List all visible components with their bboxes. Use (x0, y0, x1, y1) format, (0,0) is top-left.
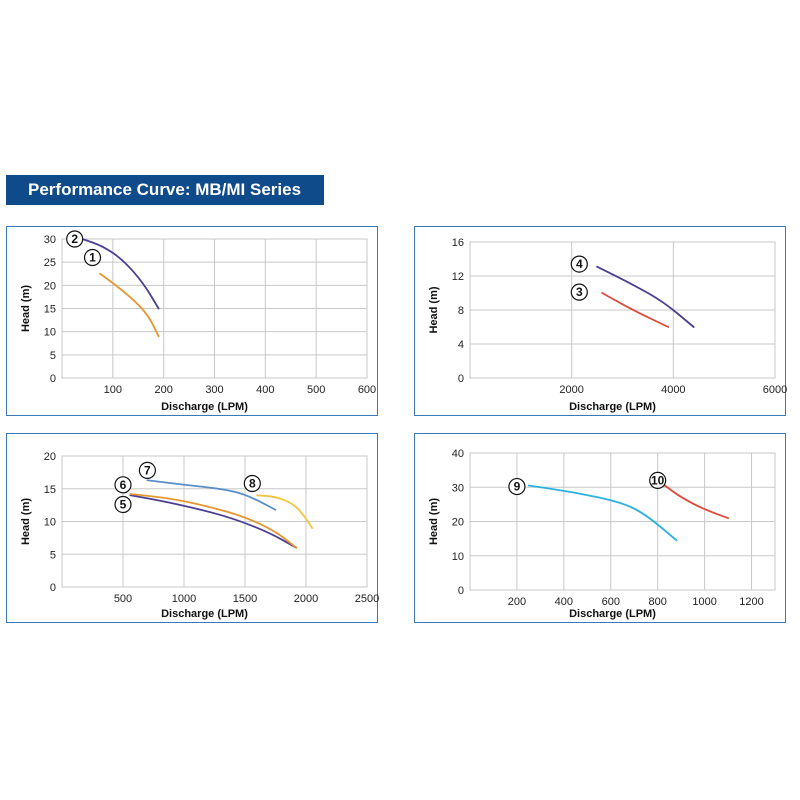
y-tick-label: 0 (50, 373, 56, 385)
series-marker-circle-8 (243, 474, 261, 493)
series-marker-circle-10 (649, 471, 667, 490)
x-tick-label: 6000 (763, 384, 787, 396)
x-axis-label: Discharge (LPM) (569, 608, 656, 620)
series-marker-label-5: 5 (120, 497, 127, 511)
series-curve-2 (81, 238, 160, 310)
x-tick-label: 1200 (739, 596, 763, 608)
y-axis-label: Head (m) (428, 286, 440, 333)
x-tick-label: 300 (205, 384, 223, 396)
y-tick-label: 30 (452, 482, 464, 494)
y-tick-label: 25 (44, 257, 56, 269)
y-axis-label: Head (m) (20, 498, 32, 545)
x-tick-label: 200 (154, 384, 172, 396)
y-tick-label: 0 (458, 585, 464, 597)
y-tick-label: 15 (44, 304, 56, 316)
x-tick-label: 400 (256, 384, 274, 396)
x-tick-label: 2000 (559, 384, 583, 396)
y-tick-label: 10 (452, 551, 464, 563)
x-axis-label: Discharge (LPM) (161, 401, 248, 413)
series-marker-circle-7 (138, 461, 156, 480)
series-curve-7 (146, 479, 277, 511)
chart-panel-3: 500 1000 1500 2000 2500 0 5 10 15 20 Discharge (LP… (6, 433, 379, 623)
chart-2-svg: 2000 4000 6000 0 4 8 12 16 Discharge (LPM) Head (… (428, 237, 787, 413)
chart-panel-1: 100 200 300 400 500 600 0 5 10 15 20 25 30 Discharge … (6, 226, 378, 416)
series-marker-label-2: 2 (71, 232, 78, 246)
series-marker-label-6: 6 (120, 478, 127, 492)
series-curve-10 (663, 484, 729, 519)
x-tick-label: 600 (602, 596, 620, 608)
x-tick-label: 2500 (355, 593, 379, 605)
series-curve-9 (527, 484, 678, 542)
x-axis-label: Discharge (LPM) (161, 608, 248, 620)
series-marker-label-8: 8 (249, 477, 256, 491)
x-axis-label: Discharge (LPM) (569, 401, 656, 413)
y-tick-label: 0 (50, 582, 56, 594)
x-tick-label: 500 (307, 384, 325, 396)
series-marker-label-7: 7 (144, 463, 151, 477)
chart-1-svg: 100 200 300 400 500 600 0 5 10 15 20 25 30 Discharge … (20, 230, 376, 413)
chart-panel-4: 200 400 600 800 1000 1200 0 10 20 30 40 Discharge (… (414, 433, 786, 623)
series-curve-5 (129, 494, 298, 549)
series-marker-circle-4 (570, 255, 588, 273)
y-tick-label: 10 (44, 327, 56, 339)
series-marker-label-10: 10 (651, 473, 665, 487)
y-tick-label: 5 (50, 549, 56, 561)
x-tick-label: 1000 (172, 593, 196, 605)
series-marker-label-9: 9 (514, 480, 521, 494)
series-marker-label-4: 4 (576, 257, 583, 271)
series-marker-circle-5 (114, 495, 132, 514)
y-axis-label: Head (m) (20, 285, 32, 332)
y-tick-label: 40 (452, 448, 464, 460)
series-curve-8 (256, 494, 313, 529)
y-tick-label: 16 (452, 237, 464, 249)
y-tick-label: 12 (452, 271, 464, 283)
x-tick-label: 500 (114, 593, 132, 605)
x-tick-label: 100 (104, 384, 122, 396)
y-tick-label: 4 (458, 339, 464, 351)
series-marker-label-3: 3 (576, 285, 583, 299)
series-marker-circle-6 (114, 476, 132, 494)
x-tick-label: 400 (555, 596, 573, 608)
y-axis-label: Head (m) (428, 498, 440, 545)
y-tick-label: 20 (44, 280, 56, 292)
x-tick-label: 2000 (294, 593, 318, 605)
series-marker-circle-1 (83, 248, 102, 267)
y-tick-label: 30 (44, 234, 56, 246)
series-curve-1 (99, 272, 160, 338)
title-banner: Performance Curve: MB/MI Series (6, 175, 324, 205)
y-tick-label: 20 (452, 517, 464, 529)
series-curve-3 (601, 292, 670, 328)
chart-4-svg: 200 400 600 800 1000 1200 0 10 20 30 40 Discharge (… (428, 448, 776, 620)
chart-panel-2: 2000 4000 6000 0 4 8 12 16 Discharge (LPM) Head (… (414, 226, 787, 416)
x-tick-label: 600 (358, 384, 376, 396)
series-curve-6 (129, 493, 298, 549)
series-curve-4 (596, 265, 695, 328)
y-tick-label: 15 (44, 484, 56, 496)
y-tick-label: 20 (44, 451, 56, 463)
series-marker-label-1: 1 (89, 251, 96, 265)
y-tick-label: 0 (458, 373, 464, 385)
x-tick-label: 4000 (661, 384, 685, 396)
page-title: Performance Curve: MB/MI Series (28, 180, 302, 199)
series-marker-circle-2 (66, 230, 84, 248)
y-tick-label: 8 (458, 305, 464, 317)
series-marker-circle-9 (508, 477, 526, 496)
y-tick-label: 5 (50, 350, 56, 362)
x-tick-label: 1000 (692, 596, 716, 608)
y-tick-label: 10 (44, 517, 56, 529)
x-tick-label: 800 (649, 596, 667, 608)
chart-3-svg: 500 1000 1500 2000 2500 0 5 10 15 20 Discharge (LP… (20, 451, 379, 620)
x-tick-label: 1500 (233, 593, 257, 605)
x-tick-label: 200 (508, 596, 526, 608)
series-marker-circle-3 (570, 283, 588, 301)
